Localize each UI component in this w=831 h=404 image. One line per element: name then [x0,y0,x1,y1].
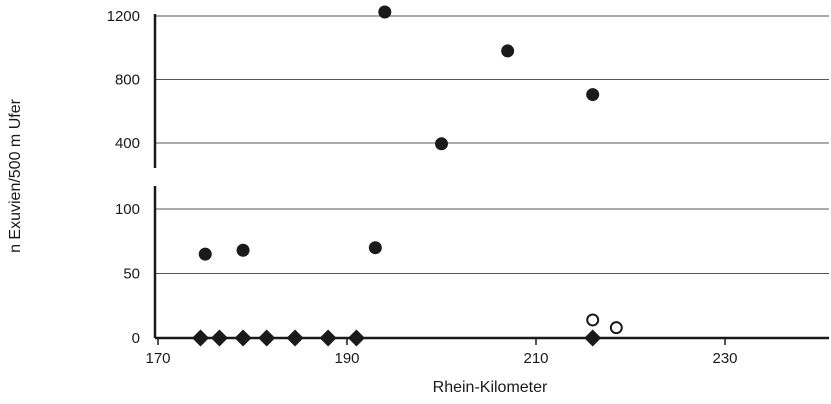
x-tick-label: 170 [145,350,170,367]
point-filled-diamond [210,329,228,347]
point-filled-diamond [347,329,365,347]
y-axis-title: n Exuvien/500 m Ufer [7,98,24,253]
point-open-circle [586,313,600,327]
point-open-circle [609,321,623,335]
y-tick-label: 50 [123,266,140,283]
y-tick-label: 0 [132,330,140,347]
point-filled-circle [236,243,250,257]
y-tick-label: 1200 [107,8,140,25]
point-filled-circle [368,241,382,255]
point-filled-circle [501,44,515,58]
axes [153,14,829,345]
tick-labels: 400 800 1200 0 50 100 170 190 210 230 [107,8,738,367]
x-tick-label: 230 [712,350,737,367]
data-points [192,5,623,347]
x-tick-label: 190 [334,350,359,367]
point-filled-diamond [234,329,252,347]
point-filled-diamond [258,329,276,347]
y-tick-label: 800 [115,72,140,89]
point-filled-circle [586,88,600,102]
x-axis-title: Rhein-Kilometer [433,379,548,396]
point-filled-circle [378,5,392,19]
point-filled-diamond [286,329,304,347]
grid-lines [155,15,829,274]
point-filled-circle [198,247,212,261]
x-tick-label: 210 [523,350,548,367]
y-tick-label: 400 [115,135,140,152]
point-filled-diamond [319,329,337,347]
y-tick-label: 100 [115,201,140,218]
point-filled-diamond [192,329,210,347]
point-filled-diamond [584,329,602,347]
point-filled-circle [435,137,448,151]
